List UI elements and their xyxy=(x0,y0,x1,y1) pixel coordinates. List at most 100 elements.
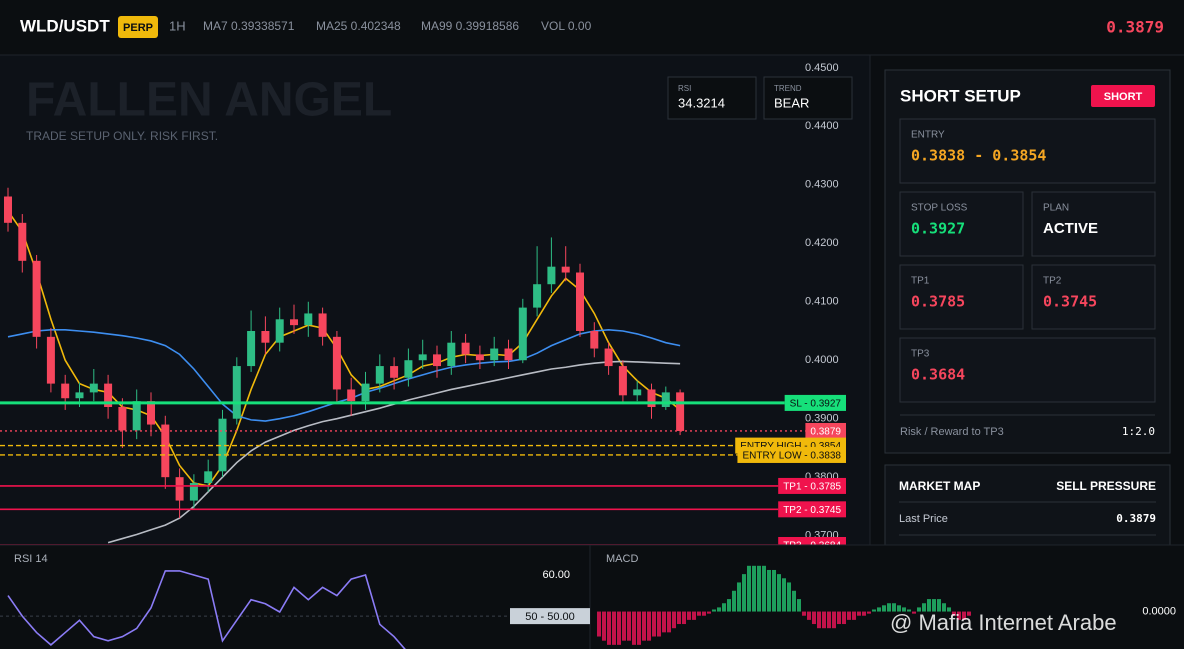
level-label: TP3 - 0.3684 xyxy=(783,541,841,552)
field-box xyxy=(899,337,1156,403)
candle-body xyxy=(404,360,413,378)
macd-bar xyxy=(927,599,931,612)
macd-bar xyxy=(902,607,906,612)
macd-bar xyxy=(597,611,601,637)
candle-body xyxy=(418,354,427,361)
indicator: MA25 0.402348 xyxy=(316,19,401,33)
field-value: 0.3745 xyxy=(1043,293,1097,311)
side-badge: SHORT xyxy=(1104,91,1143,103)
candle-body xyxy=(318,313,327,337)
macd-bar xyxy=(892,603,896,612)
macd-bar xyxy=(907,609,911,612)
field-value: 0.3684 xyxy=(911,366,965,384)
candle-body xyxy=(132,401,141,431)
candle-body xyxy=(590,330,599,349)
level-label-bg xyxy=(778,537,846,545)
y-tick-label: 0.4300 xyxy=(805,179,839,191)
candle-body xyxy=(189,483,198,501)
candle-body xyxy=(361,383,370,402)
macd-bar xyxy=(942,603,946,612)
last-price: 0.3879 xyxy=(1106,18,1164,37)
rsi-title: RSI 14 xyxy=(14,553,48,565)
rsi-plot xyxy=(0,570,510,649)
macd-bar xyxy=(862,611,866,616)
row-label: Last Price xyxy=(899,513,948,525)
indicator: VOL 0.00 xyxy=(541,19,592,33)
field-value: 0.3927 xyxy=(911,220,965,238)
candle-body xyxy=(676,392,685,431)
level-label: ENTRY HIGH - 0.3854 xyxy=(740,441,841,452)
macd-bar xyxy=(822,611,826,629)
watermark: @ Mafia Internet Arabe xyxy=(890,610,1117,635)
field-label: STOP LOSS xyxy=(911,203,968,214)
stat-label: RSI xyxy=(678,84,691,93)
candle-body xyxy=(533,284,542,308)
macd-bar xyxy=(732,590,736,612)
macd-bar xyxy=(622,611,626,641)
interval[interactable]: 1H xyxy=(169,18,186,33)
macd-bar xyxy=(687,611,691,620)
macd-bar xyxy=(707,611,711,614)
stat-label: TREND xyxy=(774,84,802,93)
candle-body xyxy=(461,342,470,355)
macd-bar xyxy=(817,611,821,629)
macd-bar xyxy=(867,611,871,614)
ma-line xyxy=(7,329,681,422)
candle-body xyxy=(204,471,213,484)
macd-bar xyxy=(782,578,786,612)
macd-bar xyxy=(777,574,781,612)
macd-bar xyxy=(647,611,651,641)
chart-area xyxy=(0,55,870,545)
candle-body xyxy=(247,330,256,367)
field-label: PLAN xyxy=(1043,203,1069,214)
indicator-strip xyxy=(0,545,1184,649)
macd-bar xyxy=(827,611,831,629)
macd-bar xyxy=(627,611,631,641)
row-value: 0.3879 xyxy=(1116,512,1156,525)
macd-bar xyxy=(847,611,851,620)
macd-bar xyxy=(657,611,661,637)
macd-bar xyxy=(852,611,856,620)
candle-body xyxy=(433,354,441,367)
macd-bar xyxy=(602,611,606,641)
candle-body xyxy=(547,266,556,285)
level-label: 0.3879 xyxy=(810,427,841,438)
macd-bar xyxy=(607,611,611,645)
overlay-subtitle: TRADE SETUP ONLY. RISK FIRST. xyxy=(26,129,218,143)
field-label: ENTRY xyxy=(911,130,945,141)
macd-bar xyxy=(797,599,801,612)
badge: PERP xyxy=(123,22,153,34)
y-tick-label: 0.3900 xyxy=(805,413,839,425)
symbol: WLD/USDT xyxy=(20,16,110,35)
levels: SL - 0.3927 0.3879 ENTRY HIGH - 0.3854ENTR… xyxy=(0,394,846,552)
stat-value: BEAR xyxy=(774,95,809,110)
candle-body xyxy=(261,330,270,343)
macd-bar xyxy=(882,605,886,612)
candle-body xyxy=(561,266,570,273)
macd-bar xyxy=(672,611,676,629)
candle-body xyxy=(147,401,155,425)
macd-bar xyxy=(722,603,726,612)
macd-bar xyxy=(832,611,836,629)
macd-bar xyxy=(897,605,901,612)
candle-body xyxy=(89,383,98,393)
macd-bar xyxy=(752,565,756,612)
stat-box xyxy=(763,76,853,120)
field-box xyxy=(1031,264,1156,330)
overlay-title: FALLEN ANGEL xyxy=(26,74,392,127)
macd-bar xyxy=(652,611,656,637)
field-box xyxy=(899,191,1024,257)
candle-body xyxy=(390,366,399,378)
candle-body xyxy=(175,477,184,501)
ma-line xyxy=(7,210,681,487)
candle-body xyxy=(661,392,670,408)
candle-body xyxy=(75,392,84,399)
macd-bar xyxy=(887,603,891,612)
candle-body xyxy=(18,222,27,261)
indicator: MA7 0.39338571 xyxy=(203,19,295,33)
level-label-bg xyxy=(805,422,846,439)
candle-body xyxy=(576,272,584,331)
candle-body xyxy=(46,336,55,384)
field-box xyxy=(899,264,1024,330)
macd-bar xyxy=(742,574,746,612)
